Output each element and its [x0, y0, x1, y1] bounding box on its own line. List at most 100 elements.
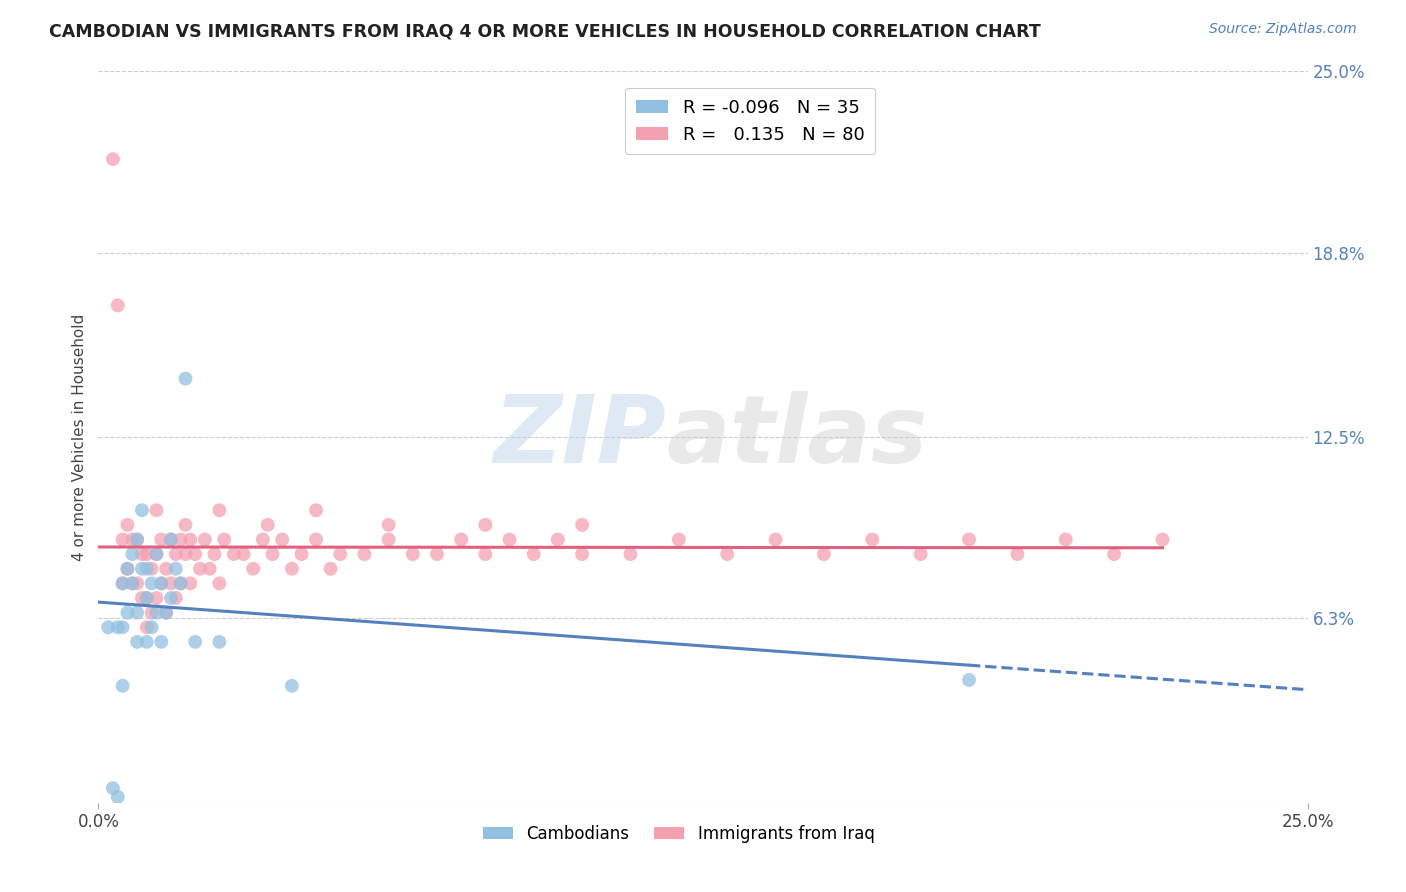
Point — [957, 533, 980, 547]
Point — [271, 533, 294, 547]
Point — [208, 635, 231, 649]
Point — [169, 533, 191, 547]
Point — [111, 576, 134, 591]
Point — [184, 547, 207, 561]
Point — [1054, 533, 1077, 547]
Point — [117, 606, 139, 620]
Point — [194, 533, 217, 547]
Point — [377, 517, 399, 532]
Point — [107, 789, 129, 804]
Point — [188, 562, 211, 576]
Point — [165, 547, 187, 561]
Point — [127, 533, 149, 547]
Point — [204, 547, 226, 561]
Point — [169, 576, 191, 591]
Point — [1007, 547, 1029, 561]
Point — [571, 517, 593, 532]
Point — [121, 547, 143, 561]
Point — [111, 679, 134, 693]
Point — [117, 517, 139, 532]
Point — [101, 781, 124, 796]
Point — [145, 503, 167, 517]
Point — [160, 591, 183, 605]
Point — [179, 533, 201, 547]
Point — [145, 606, 167, 620]
Point — [319, 562, 342, 576]
Point — [252, 533, 274, 547]
Point — [165, 591, 187, 605]
Y-axis label: 4 or more Vehicles in Household: 4 or more Vehicles in Household — [72, 313, 87, 561]
Text: Source: ZipAtlas.com: Source: ZipAtlas.com — [1209, 22, 1357, 37]
Text: ZIP: ZIP — [494, 391, 666, 483]
Point — [860, 533, 883, 547]
Point — [305, 503, 328, 517]
Point — [155, 562, 177, 576]
Point — [135, 591, 157, 605]
Point — [111, 533, 134, 547]
Point — [160, 576, 183, 591]
Point — [135, 562, 157, 576]
Point — [135, 591, 157, 605]
Text: CAMBODIAN VS IMMIGRANTS FROM IRAQ 4 OR MORE VEHICLES IN HOUSEHOLD CORRELATION CH: CAMBODIAN VS IMMIGRANTS FROM IRAQ 4 OR M… — [49, 22, 1040, 40]
Point — [377, 533, 399, 547]
Point — [145, 547, 167, 561]
Point — [160, 533, 183, 547]
Point — [281, 562, 304, 576]
Point — [107, 298, 129, 312]
Point — [402, 547, 425, 561]
Point — [135, 547, 157, 561]
Point — [222, 547, 245, 561]
Point — [141, 576, 163, 591]
Point — [232, 547, 254, 561]
Point — [111, 576, 134, 591]
Point — [290, 547, 312, 561]
Point — [150, 635, 173, 649]
Point — [184, 635, 207, 649]
Point — [107, 620, 129, 634]
Point — [97, 620, 120, 634]
Point — [208, 576, 231, 591]
Point — [571, 547, 593, 561]
Point — [281, 679, 304, 693]
Point — [121, 533, 143, 547]
Point — [256, 517, 278, 532]
Point — [141, 606, 163, 620]
Point — [150, 533, 173, 547]
Point — [169, 576, 191, 591]
Point — [212, 533, 235, 547]
Point — [668, 533, 690, 547]
Point — [127, 606, 149, 620]
Point — [135, 620, 157, 634]
Point — [101, 152, 124, 166]
Point — [242, 562, 264, 576]
Legend: Cambodians, Immigrants from Iraq: Cambodians, Immigrants from Iraq — [477, 818, 882, 849]
Point — [111, 620, 134, 634]
Point — [155, 606, 177, 620]
Point — [716, 547, 738, 561]
Point — [1102, 547, 1125, 561]
Point — [426, 547, 449, 561]
Point — [160, 533, 183, 547]
Point — [198, 562, 221, 576]
Point — [619, 547, 641, 561]
Point — [150, 576, 173, 591]
Point — [523, 547, 546, 561]
Point — [127, 635, 149, 649]
Point — [1152, 533, 1174, 547]
Point — [135, 635, 157, 649]
Point — [329, 547, 352, 561]
Point — [174, 547, 197, 561]
Point — [450, 533, 472, 547]
Point — [121, 576, 143, 591]
Point — [131, 503, 153, 517]
Point — [121, 576, 143, 591]
Point — [305, 533, 328, 547]
Point — [262, 547, 284, 561]
Point — [131, 562, 153, 576]
Point — [813, 547, 835, 561]
Point — [117, 562, 139, 576]
Point — [179, 576, 201, 591]
Point — [145, 591, 167, 605]
Point — [474, 517, 496, 532]
Point — [910, 547, 932, 561]
